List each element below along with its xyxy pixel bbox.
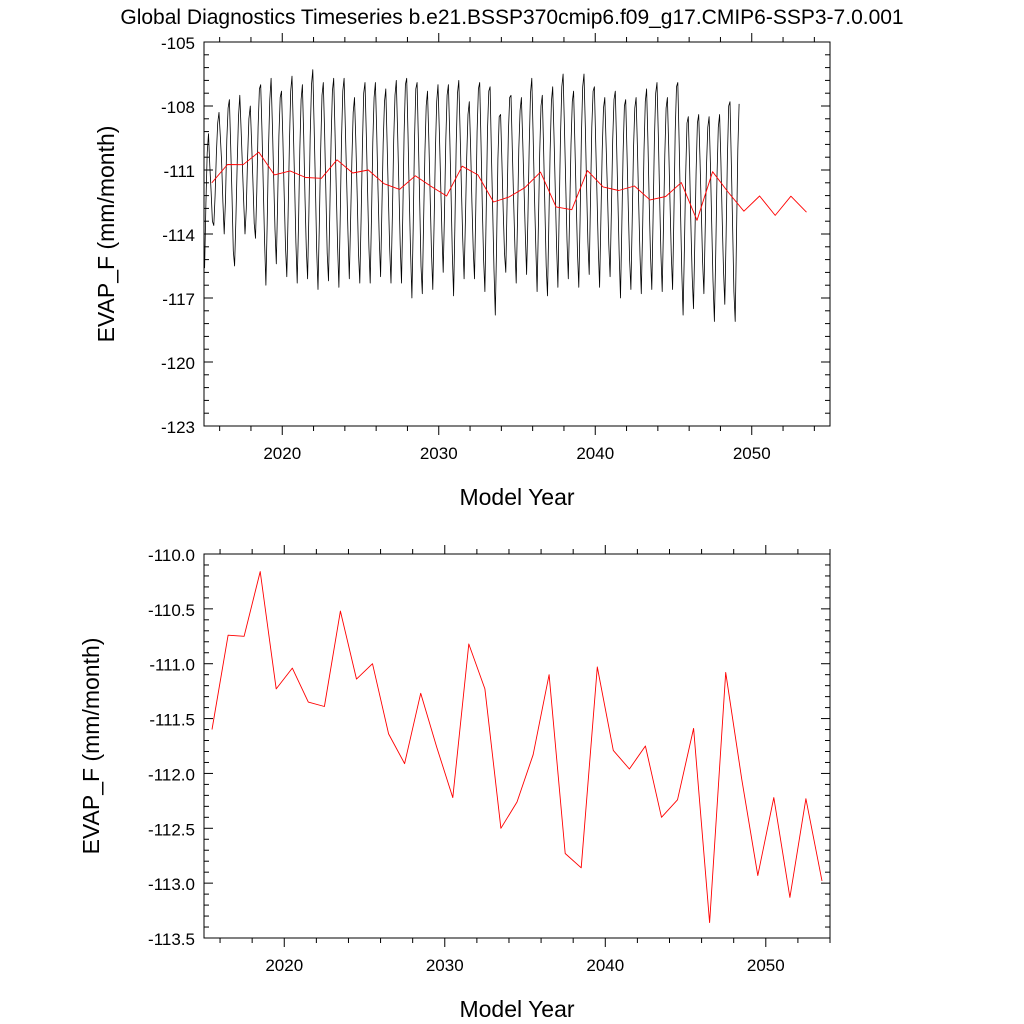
x-tick-label: 2030 (426, 956, 464, 975)
y-tick-label: -111.5 (149, 711, 195, 730)
y-tick-label: -112.5 (148, 820, 195, 839)
x-tick-label: 2030 (420, 444, 458, 463)
plots: -105 -108 -111 -114 -117 -120 -123 2020 2030 2040… (78, 33, 831, 1022)
y-axis-label: EVAP_F (mm/month) (93, 126, 119, 343)
series-line-annual-mean (211, 151, 807, 221)
panel-annual: -110.0 -110.5 -111.0 -111.5 -112.0 -112.5 -113… (78, 545, 831, 1022)
series-line-monthly (204, 69, 740, 322)
figure-title: Global Diagnostics Timeseries b.e21.BSSP… (120, 6, 903, 29)
y-axis-label: EVAP_F (mm/month) (78, 638, 104, 855)
y-tick-label: -123 (161, 418, 195, 437)
y-tick-label: -113.5 (148, 930, 195, 949)
y-tick-label: -110.5 (148, 601, 195, 620)
y-tick-label: -111.0 (149, 656, 195, 675)
y-tick-label: -108 (161, 98, 195, 117)
y-tick-label: -105 (161, 34, 195, 53)
x-tick-label: 2040 (586, 956, 624, 975)
y-tick-label: -120 (161, 354, 195, 373)
x-axis-label: Model Year (459, 484, 574, 510)
y-tick-label: -117 (162, 290, 195, 309)
x-tick-label: 2020 (265, 956, 303, 975)
x-tick-label: 2050 (747, 956, 785, 975)
panel-monthly: -105 -108 -111 -114 -117 -120 -123 2020 2030 2040… (93, 33, 831, 510)
x-tick-label: 2020 (263, 444, 301, 463)
plot-frame (203, 553, 831, 939)
x-axis-label: Model Year (459, 996, 574, 1022)
series-line-annual-mean (211, 571, 823, 924)
y-tick-label: -111 (163, 162, 195, 181)
y-tick-label: -112.0 (148, 765, 195, 784)
y-tick-label: -113.0 (148, 875, 195, 894)
x-tick-label: 2050 (733, 444, 771, 463)
x-tick-label: 2040 (576, 444, 614, 463)
y-tick-label: -110.0 (148, 546, 195, 565)
y-tick-label: -114 (162, 226, 195, 245)
